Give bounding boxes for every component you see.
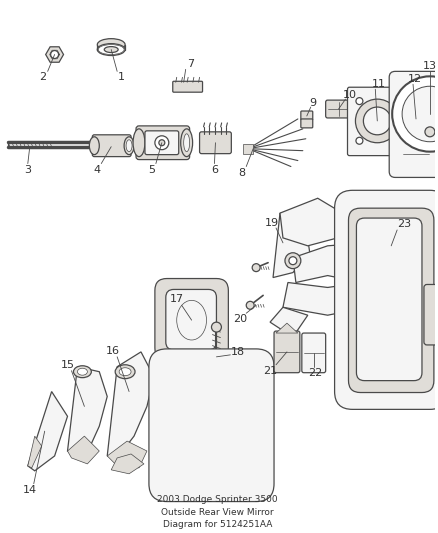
Text: 21: 21 <box>263 366 277 376</box>
Text: 10: 10 <box>343 90 357 100</box>
Polygon shape <box>67 436 99 464</box>
Text: 6: 6 <box>211 165 218 175</box>
FancyBboxPatch shape <box>136 126 190 159</box>
FancyBboxPatch shape <box>145 131 179 155</box>
Polygon shape <box>46 47 64 62</box>
Ellipse shape <box>89 137 99 155</box>
Text: 12: 12 <box>408 74 422 84</box>
FancyBboxPatch shape <box>349 208 434 392</box>
FancyBboxPatch shape <box>335 190 438 409</box>
FancyBboxPatch shape <box>326 100 351 118</box>
Text: 23: 23 <box>397 219 411 229</box>
Circle shape <box>356 98 363 104</box>
Circle shape <box>392 138 399 144</box>
Ellipse shape <box>184 134 190 152</box>
Circle shape <box>425 127 435 137</box>
FancyBboxPatch shape <box>166 289 216 350</box>
Text: 22: 22 <box>309 368 323 378</box>
FancyBboxPatch shape <box>155 279 228 360</box>
Polygon shape <box>273 213 310 278</box>
Ellipse shape <box>74 366 92 378</box>
Text: 5: 5 <box>148 165 155 175</box>
Circle shape <box>402 86 438 142</box>
Circle shape <box>356 99 399 143</box>
Polygon shape <box>107 352 154 458</box>
FancyBboxPatch shape <box>301 119 313 128</box>
Circle shape <box>155 136 169 150</box>
Polygon shape <box>280 198 343 246</box>
Circle shape <box>364 107 391 135</box>
FancyBboxPatch shape <box>347 87 406 156</box>
Ellipse shape <box>177 300 206 340</box>
Polygon shape <box>28 392 67 471</box>
Polygon shape <box>270 308 308 337</box>
Ellipse shape <box>133 129 145 157</box>
Circle shape <box>246 301 254 309</box>
FancyBboxPatch shape <box>389 71 438 177</box>
Circle shape <box>289 257 297 265</box>
Polygon shape <box>107 441 147 468</box>
Text: 20: 20 <box>233 314 247 324</box>
Text: 15: 15 <box>60 360 74 370</box>
Polygon shape <box>283 282 367 315</box>
Text: 7: 7 <box>187 59 194 69</box>
Polygon shape <box>293 243 387 287</box>
Ellipse shape <box>126 140 132 152</box>
FancyBboxPatch shape <box>149 349 274 502</box>
FancyBboxPatch shape <box>424 285 438 345</box>
Circle shape <box>392 76 438 152</box>
Circle shape <box>51 51 59 59</box>
FancyBboxPatch shape <box>274 331 300 373</box>
Circle shape <box>356 138 363 144</box>
Text: 11: 11 <box>372 79 386 89</box>
Text: 17: 17 <box>170 294 184 304</box>
Ellipse shape <box>97 44 125 55</box>
Text: 9: 9 <box>309 98 316 108</box>
Ellipse shape <box>104 46 118 53</box>
Text: 3: 3 <box>24 165 31 175</box>
FancyBboxPatch shape <box>92 135 131 157</box>
FancyBboxPatch shape <box>399 91 433 117</box>
Circle shape <box>252 264 260 272</box>
Text: 14: 14 <box>23 484 37 495</box>
FancyBboxPatch shape <box>357 218 422 381</box>
Circle shape <box>159 140 165 146</box>
Circle shape <box>392 98 399 104</box>
Text: 18: 18 <box>231 347 245 357</box>
Text: 2003 Dodge Sprinter 3500
Outside Rear View Mirror
Diagram for 5124251AA: 2003 Dodge Sprinter 3500 Outside Rear Vi… <box>157 496 278 529</box>
Polygon shape <box>28 436 42 468</box>
Text: 4: 4 <box>94 165 101 175</box>
Polygon shape <box>276 323 298 333</box>
FancyBboxPatch shape <box>173 81 202 92</box>
Circle shape <box>285 253 301 269</box>
FancyBboxPatch shape <box>200 132 231 154</box>
Ellipse shape <box>98 45 124 54</box>
Text: 16: 16 <box>106 346 120 356</box>
Polygon shape <box>67 367 107 456</box>
Text: 8: 8 <box>239 168 246 179</box>
Ellipse shape <box>115 365 135 378</box>
FancyBboxPatch shape <box>302 333 326 373</box>
Ellipse shape <box>97 39 125 51</box>
Ellipse shape <box>119 368 131 376</box>
Text: 19: 19 <box>265 218 279 228</box>
Ellipse shape <box>181 129 193 157</box>
Circle shape <box>212 322 221 332</box>
Text: 13: 13 <box>423 61 437 71</box>
FancyBboxPatch shape <box>301 111 313 120</box>
Text: 2: 2 <box>39 72 46 82</box>
Ellipse shape <box>124 137 134 155</box>
Ellipse shape <box>78 368 87 375</box>
Polygon shape <box>243 144 253 154</box>
Polygon shape <box>111 454 144 474</box>
Text: 1: 1 <box>118 72 125 82</box>
